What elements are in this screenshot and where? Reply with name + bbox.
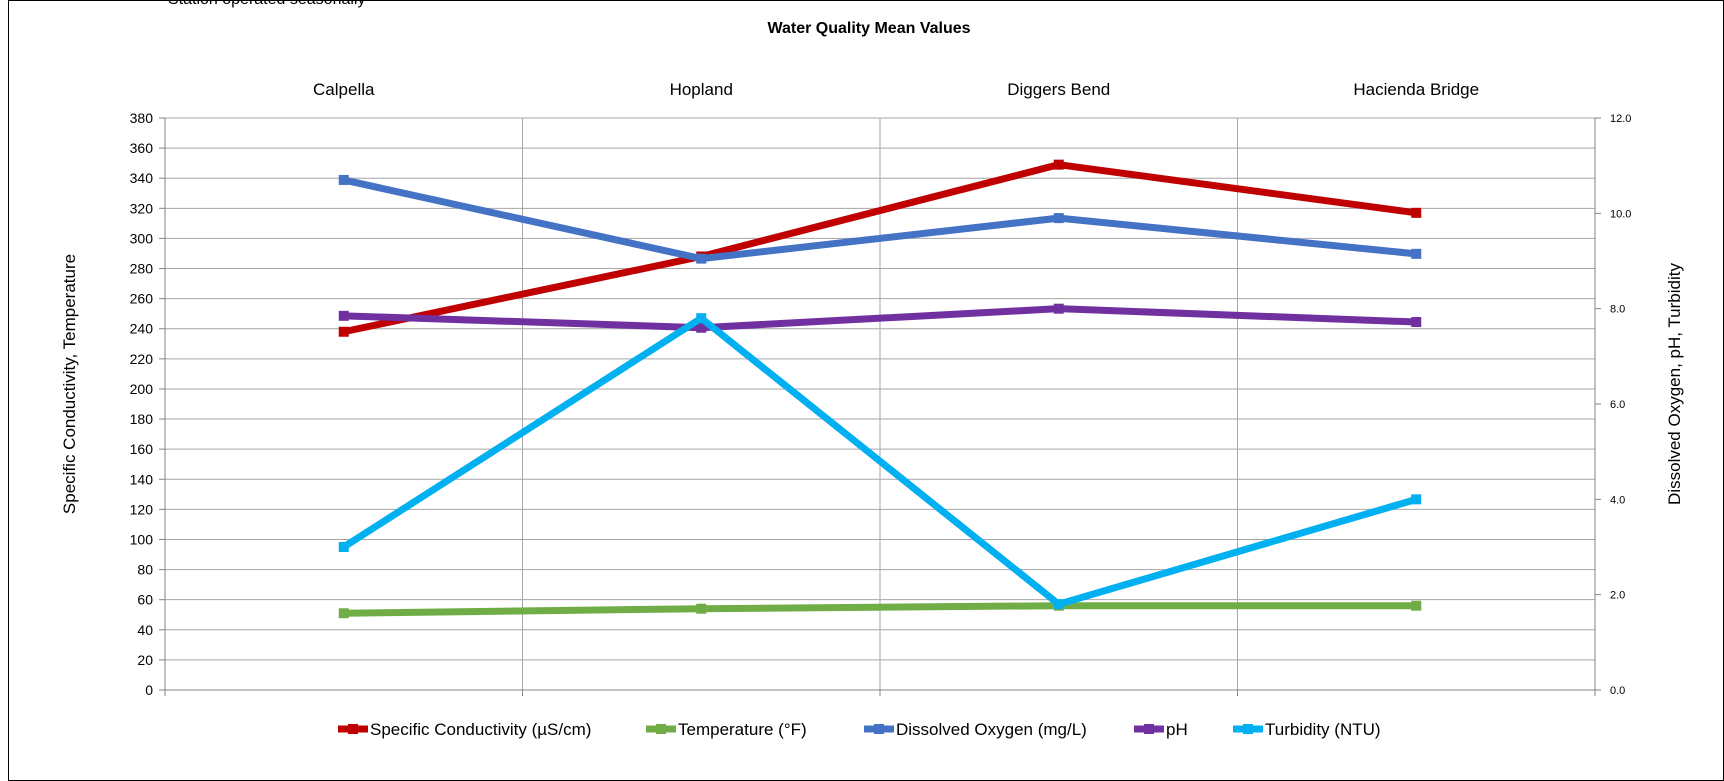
series-lines bbox=[338, 159, 1422, 619]
legend-label: pH bbox=[1166, 720, 1188, 739]
legend-marker bbox=[1243, 724, 1253, 734]
chart-title: Water Quality Mean Values bbox=[767, 20, 970, 37]
tick-label-left: 260 bbox=[130, 291, 154, 307]
category-label: Diggers Bend bbox=[1007, 80, 1110, 99]
data-point bbox=[696, 603, 707, 614]
data-point bbox=[338, 542, 349, 552]
tick-label-left: 100 bbox=[130, 531, 154, 547]
tick-label-right: 10.0 bbox=[1610, 208, 1631, 220]
data-point bbox=[696, 313, 707, 324]
tick-label-left: 120 bbox=[130, 501, 154, 517]
data-point bbox=[1053, 213, 1064, 224]
tick-label-left: 80 bbox=[137, 562, 153, 578]
legend: Specific Conductivity (µS/cm) Temperature… bbox=[338, 720, 1381, 739]
chart-frame bbox=[8, 0, 1724, 781]
tick-label-left: 320 bbox=[130, 200, 154, 216]
legend-marker bbox=[874, 724, 884, 734]
y-axis-title-left: Specific Conductivity, Temperature bbox=[60, 254, 79, 514]
tick-label-left: 20 bbox=[137, 652, 153, 668]
series-line-2 bbox=[342, 176, 1417, 263]
legend-marker bbox=[348, 724, 358, 734]
tick-label-left: 180 bbox=[130, 411, 154, 427]
axes: 0 20 40 60 80 100 120 140 160 180 200 220 240 260 280 3… bbox=[60, 80, 1684, 698]
tick-label-right: 4.0 bbox=[1610, 494, 1625, 506]
data-point bbox=[1411, 494, 1422, 505]
data-point bbox=[338, 326, 349, 337]
tick-label-left: 240 bbox=[130, 321, 154, 337]
tick-label-left: 380 bbox=[130, 110, 154, 126]
data-point bbox=[338, 608, 349, 619]
data-point bbox=[1053, 159, 1064, 170]
data-point bbox=[338, 174, 349, 185]
tick-label-left: 220 bbox=[130, 351, 154, 367]
legend-label: Temperature (°F) bbox=[678, 720, 807, 739]
legend-label: Dissolved Oxygen (mg/L) bbox=[896, 720, 1087, 739]
tick-label-left: 340 bbox=[130, 170, 154, 186]
tick-label-right: 8.0 bbox=[1610, 304, 1625, 316]
tick-label-left: 140 bbox=[130, 471, 154, 487]
data-point bbox=[1053, 599, 1064, 610]
category-label: Hopland bbox=[670, 80, 733, 99]
series-line-0 bbox=[343, 161, 1417, 336]
data-point bbox=[696, 253, 707, 264]
legend-marker bbox=[1144, 724, 1154, 734]
data-point bbox=[696, 322, 707, 333]
tick-label-right: 0.0 bbox=[1610, 685, 1625, 697]
legend-label: Turbidity (NTU) bbox=[1265, 720, 1381, 739]
series-line-4 bbox=[341, 314, 1418, 608]
data-point bbox=[1411, 248, 1422, 259]
tick-label-left: 40 bbox=[137, 622, 153, 638]
tick-label-left: 160 bbox=[130, 441, 154, 457]
category-label: Hacienda Bridge bbox=[1353, 80, 1479, 99]
chart-note: Station operated seasonally bbox=[168, 0, 365, 9]
tick-label-right: 2.0 bbox=[1610, 590, 1625, 602]
data-point bbox=[1411, 317, 1422, 328]
tick-label-left: 60 bbox=[137, 592, 153, 608]
tick-label-left: 200 bbox=[130, 381, 154, 397]
tick-label-right: 12.0 bbox=[1610, 113, 1631, 125]
data-point bbox=[338, 310, 349, 321]
y-axis-title-right: Dissolved Oxygen, pH, Turbidity bbox=[1665, 263, 1684, 505]
tick-label-left: 280 bbox=[130, 261, 154, 277]
tick-label-left: 0 bbox=[145, 682, 153, 698]
data-point bbox=[1411, 600, 1422, 611]
series-line-3 bbox=[343, 305, 1417, 332]
series-line-1 bbox=[343, 602, 1417, 617]
tick-label-left: 300 bbox=[130, 230, 154, 246]
category-label: Calpella bbox=[313, 80, 375, 99]
tick-label-left: 360 bbox=[130, 140, 154, 156]
tick-label-right: 6.0 bbox=[1610, 399, 1625, 411]
legend-label: Specific Conductivity (µS/cm) bbox=[370, 720, 591, 739]
data-point bbox=[1411, 207, 1422, 218]
data-point bbox=[1053, 303, 1064, 314]
legend-marker bbox=[656, 724, 666, 734]
gridlines bbox=[165, 117, 1595, 690]
